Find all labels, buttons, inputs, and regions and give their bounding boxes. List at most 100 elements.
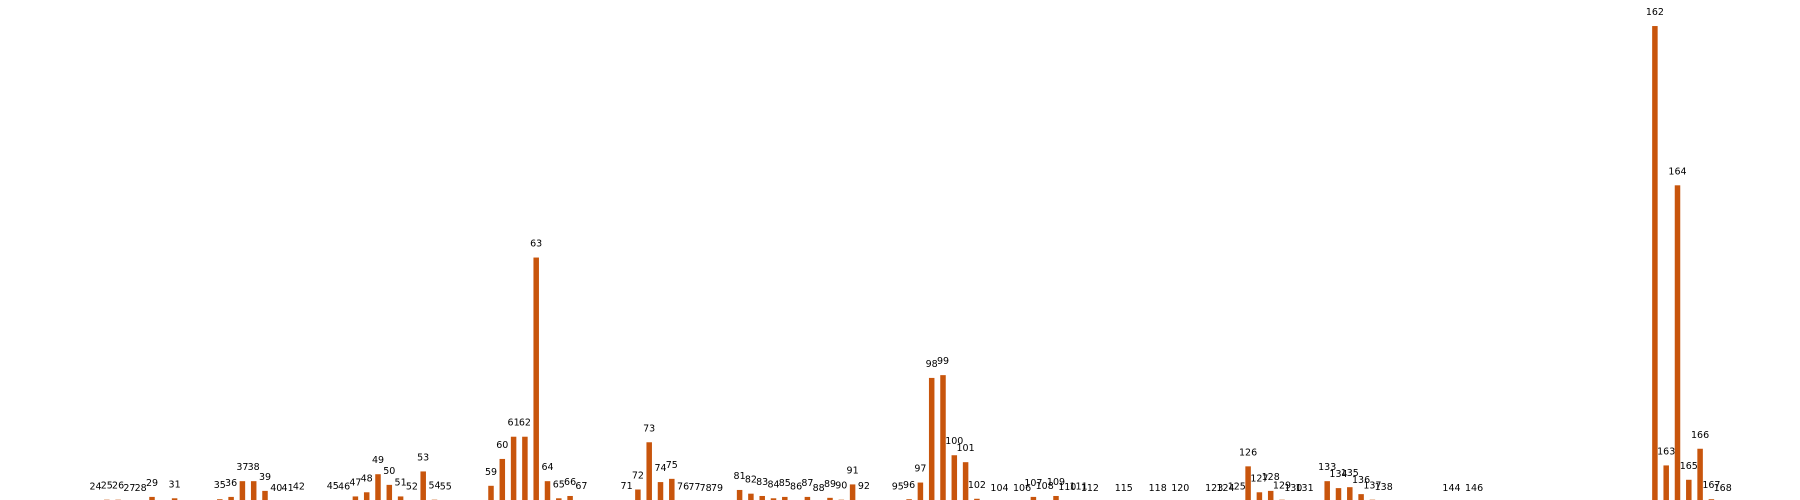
bar-label-48: 48 — [361, 473, 373, 484]
bar-128 — [1267, 490, 1274, 500]
bar-label-67: 67 — [575, 481, 587, 492]
bar-label-104: 104 — [990, 483, 1008, 494]
bar-label-107: 107 — [1024, 478, 1042, 489]
bar-label-95: 95 — [892, 482, 904, 493]
bar-label-77: 77 — [688, 482, 700, 493]
bar-label-136: 136 — [1352, 475, 1370, 486]
bar-label-61: 61 — [508, 418, 520, 429]
bar-label-162: 162 — [1646, 7, 1664, 18]
bar-98 — [928, 377, 935, 500]
bar-73 — [646, 442, 652, 500]
bar-59 — [488, 485, 494, 500]
bar-38 — [250, 481, 257, 500]
bar-label-42: 42 — [293, 482, 305, 493]
bar-label-168: 168 — [1714, 483, 1732, 494]
bar-81 — [736, 489, 743, 500]
bar-label-165: 165 — [1680, 461, 1698, 472]
bar-label-134: 134 — [1329, 469, 1347, 480]
bar-label-97: 97 — [914, 464, 926, 475]
bar-label-81: 81 — [734, 471, 746, 482]
bar-60 — [499, 458, 506, 500]
bar-label-76: 76 — [677, 482, 689, 493]
bar-136 — [1358, 494, 1364, 500]
bar-31 — [171, 498, 178, 500]
bar-51 — [397, 496, 404, 500]
bar-84 — [770, 498, 777, 500]
bar-64 — [544, 481, 551, 500]
bar-label-87: 87 — [801, 478, 813, 489]
bar-label-110: 110 — [1058, 482, 1076, 493]
bar-label-78: 78 — [700, 483, 712, 494]
bar-97 — [917, 482, 924, 500]
bar-162 — [1652, 26, 1658, 500]
bar-85 — [782, 496, 788, 500]
bar-83 — [759, 495, 765, 500]
bar-label-62: 62 — [519, 418, 531, 429]
bar-label-41: 41 — [282, 483, 294, 494]
bar-label-36: 36 — [225, 478, 237, 489]
bar-127 — [1256, 492, 1263, 500]
bar-label-128: 128 — [1262, 472, 1280, 483]
bar-label-39: 39 — [259, 472, 271, 483]
bar-label-25: 25 — [101, 481, 113, 492]
bar-label-59: 59 — [485, 467, 497, 478]
bar-48 — [363, 492, 370, 500]
bar-166 — [1697, 448, 1703, 500]
bar-series — [104, 26, 1715, 500]
bar-label-127: 127 — [1250, 473, 1268, 484]
bar-label-66: 66 — [564, 477, 576, 488]
bar-91 — [849, 484, 856, 500]
bar-label-47: 47 — [349, 477, 361, 488]
bar-label-92: 92 — [858, 481, 870, 492]
bar-135 — [1347, 487, 1353, 500]
bar-label-79: 79 — [711, 483, 723, 494]
bar-164 — [1674, 185, 1681, 500]
bar-label-65: 65 — [553, 479, 565, 490]
bar-100 — [951, 455, 958, 500]
bar-99 — [940, 375, 946, 500]
bar-label-130: 130 — [1284, 483, 1302, 494]
bar-label-163: 163 — [1657, 446, 1675, 457]
bar-label-64: 64 — [541, 462, 553, 473]
bar-75 — [669, 478, 675, 500]
bar-label-144: 144 — [1442, 483, 1460, 494]
bar-label-126: 126 — [1239, 447, 1257, 458]
bar-label-86: 86 — [790, 482, 802, 493]
bar-label-45: 45 — [327, 481, 339, 492]
bar-label-112: 112 — [1081, 483, 1099, 494]
bar-label-40: 40 — [270, 483, 282, 494]
bar-82 — [748, 493, 754, 500]
bar-66 — [567, 495, 573, 500]
bar-label-100: 100 — [945, 436, 963, 447]
bar-126 — [1245, 466, 1251, 500]
bar-label-111: 111 — [1070, 482, 1088, 493]
bar-165 — [1686, 479, 1692, 500]
bar-label-99: 99 — [937, 356, 949, 367]
bar-label-55: 55 — [440, 482, 452, 493]
bar-label-135: 135 — [1341, 468, 1359, 479]
bar-label-120: 120 — [1171, 483, 1189, 494]
bar-label-38: 38 — [248, 462, 260, 473]
bar-label-31: 31 — [169, 479, 181, 490]
bar-74 — [657, 482, 664, 500]
bar-label-35: 35 — [214, 480, 226, 491]
bar-29 — [149, 496, 155, 500]
bar-label-71: 71 — [621, 481, 633, 492]
bar-72 — [635, 489, 641, 500]
bar-label-123: 123 — [1205, 483, 1223, 494]
bar-61 — [510, 436, 517, 500]
bar-label-54: 54 — [428, 481, 440, 492]
bar-label-118: 118 — [1149, 483, 1167, 494]
bar-label-24: 24 — [89, 482, 101, 493]
bar-label-129: 129 — [1273, 481, 1291, 492]
bar-label-53: 53 — [417, 452, 429, 463]
bar-label-96: 96 — [903, 480, 915, 491]
bar-label-108: 108 — [1036, 481, 1054, 492]
bar-49 — [375, 474, 381, 500]
bar-label-49: 49 — [372, 455, 384, 466]
bar-label-51: 51 — [395, 477, 407, 488]
bar-label-167: 167 — [1702, 480, 1720, 491]
bar-label-27: 27 — [123, 483, 135, 494]
